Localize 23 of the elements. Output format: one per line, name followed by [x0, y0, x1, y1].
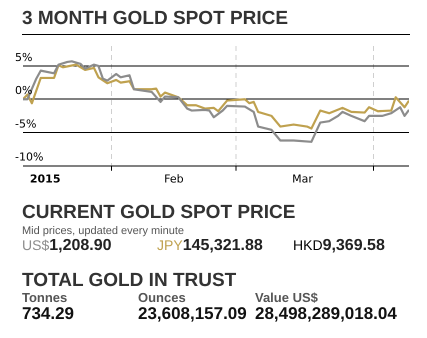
y-tick-label: 0%	[15, 84, 32, 98]
y-tick-label: -10%	[15, 150, 44, 164]
text: 145,321.88	[182, 237, 263, 254]
category-label: Tonnes	[22, 290, 68, 305]
text: 734.29	[22, 304, 74, 323]
category-label: US$	[22, 237, 50, 253]
text: CURRENT GOLD SPOT PRICE	[22, 202, 296, 223]
x-tick-label: Feb	[164, 172, 184, 186]
x-tick-label: Mar	[292, 172, 314, 186]
y-tick-label: -5%	[15, 117, 36, 130]
text: TOTAL GOLD IN TRUST	[22, 270, 238, 291]
text: 9,369.58	[322, 237, 385, 254]
x-tick-label: 2015	[30, 172, 60, 186]
category-label: Ounces	[138, 290, 187, 305]
category-label: JPY	[157, 237, 183, 253]
chart-title: 3 MONTH GOLD SPOT PRICE	[22, 8, 410, 35]
y-tick-label: 5%	[15, 50, 32, 64]
category-label: Value US$	[255, 290, 319, 305]
category-label: HKD	[293, 237, 323, 253]
text: 28,498,289,018.04	[255, 304, 397, 323]
text: 1,208.90	[49, 237, 112, 254]
text: Mid prices, updated every minute	[22, 225, 186, 237]
text: 23,608,157.09	[138, 304, 247, 323]
